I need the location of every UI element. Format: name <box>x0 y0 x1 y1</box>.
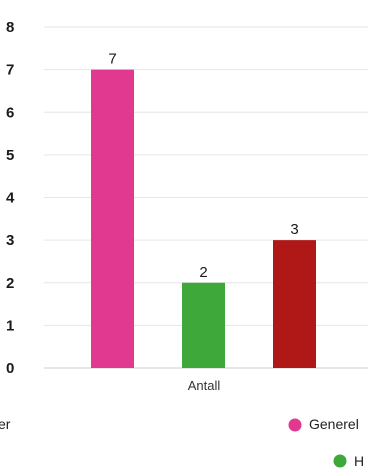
bar-value-label-0: 7 <box>108 51 116 68</box>
bar-value-label-2: 3 <box>290 221 298 238</box>
y-tick-label: 3 <box>6 232 14 249</box>
y-tick-label: 2 <box>6 275 14 292</box>
bar-0[interactable] <box>91 69 134 368</box>
legend-label-generel[interactable]: Generel <box>309 416 359 432</box>
bar-value-label-1: 2 <box>199 264 207 281</box>
legend-label-h[interactable]: H <box>354 453 364 469</box>
y-tick-label: 8 <box>6 19 14 36</box>
y-tick-label: 7 <box>6 62 14 79</box>
bars <box>91 69 316 368</box>
y-axis-ticks: 0 1 2 3 4 5 6 7 8 <box>6 19 15 377</box>
x-category-label: Antall <box>188 378 221 393</box>
legend: er Generel H <box>0 416 364 469</box>
y-tick-label: 4 <box>6 190 15 207</box>
bar-2[interactable] <box>273 240 316 368</box>
legend-swatch-generel[interactable] <box>288 418 302 432</box>
y-tick-label: 5 <box>6 147 14 164</box>
bar-value-labels: 7 2 3 <box>108 51 298 281</box>
y-tick-label: 6 <box>6 104 14 121</box>
legend-cutoff-text: er <box>0 416 11 432</box>
y-tick-label: 0 <box>6 360 14 377</box>
bar-1[interactable] <box>182 282 225 368</box>
y-tick-label: 1 <box>6 317 14 334</box>
legend-swatch-h[interactable] <box>333 454 347 468</box>
